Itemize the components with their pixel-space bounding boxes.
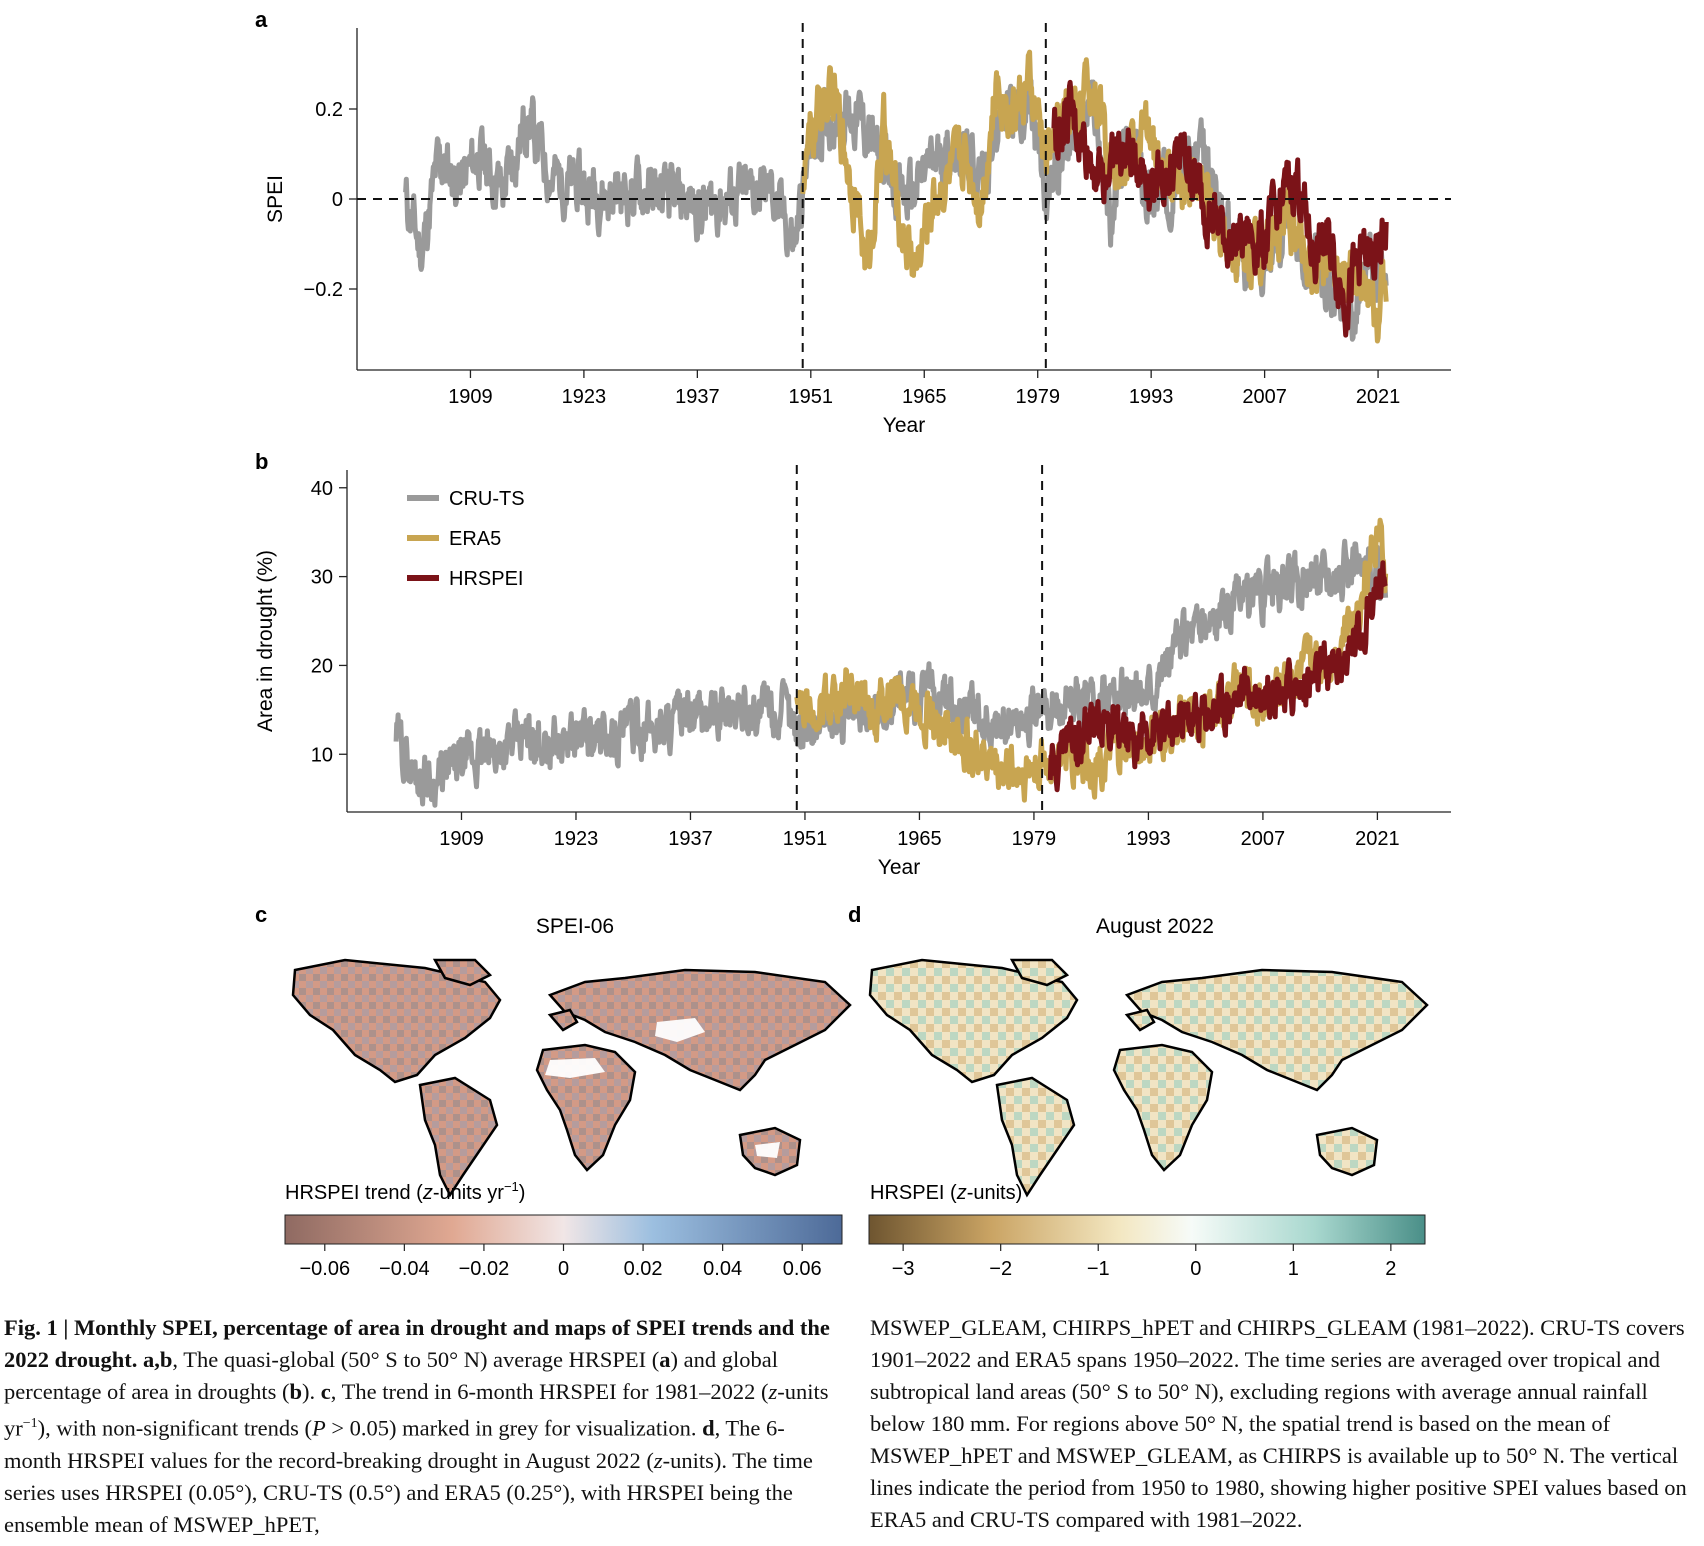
panel-label-c: c bbox=[255, 902, 267, 927]
colorbar-tick-label: −3 bbox=[892, 1258, 915, 1280]
map-d-title: August 2022 bbox=[1096, 915, 1214, 938]
x-tick-label: 1951 bbox=[783, 828, 828, 850]
colorbar-d-label: HRSPEI (z-units) bbox=[870, 1182, 1022, 1204]
colorbar-c bbox=[284, 1214, 843, 1245]
colorbar-tick-label: −1 bbox=[1087, 1258, 1110, 1280]
map-c-world bbox=[291, 958, 852, 1198]
figure-caption-left: Fig. 1 | Monthly SPEI, percentage of are… bbox=[4, 1315, 830, 1537]
panel-label-a: a bbox=[255, 7, 268, 32]
x-tick-label: 1993 bbox=[1129, 386, 1174, 408]
x-tick-label: 1909 bbox=[448, 386, 493, 408]
colorbar-tick-label: −0.02 bbox=[459, 1258, 510, 1280]
colorbar-tick-label: 0 bbox=[1190, 1258, 1201, 1280]
colorbar-d-ticks: −3 −2 −1 0 1 2 bbox=[892, 1244, 1396, 1280]
x-tick-label: 1993 bbox=[1126, 828, 1171, 850]
colorbar-c-label: HRSPEI trend (z-units yr−1) bbox=[285, 1179, 525, 1204]
y-tick-label: 10 bbox=[311, 744, 333, 766]
figure-caption-right: MSWEP_GLEAM, CHIRPS_hPET and CHIRPS_GLEA… bbox=[870, 1315, 1687, 1532]
x-tick-label: 1923 bbox=[554, 828, 599, 850]
legend-label-hrspei: HRSPEI bbox=[449, 568, 523, 590]
y-tick-label: 30 bbox=[311, 567, 333, 589]
figure-canvas: a 1909 1923 1937 1951 1965 1979 1993 2007 2021−0… bbox=[254, 7, 1451, 1280]
colorbar-tick-label: −0.06 bbox=[299, 1258, 350, 1280]
chart-a: 1909 1923 1937 1951 1965 1979 1993 2007 2021 −0.2… bbox=[264, 23, 1451, 437]
x-tick-label: 1979 bbox=[1012, 828, 1057, 850]
legend-label-cru-ts: CRU-TS bbox=[449, 488, 525, 510]
x-axis-label: Year bbox=[878, 856, 920, 879]
caption-fig-label: Fig. 1 | Monthly SPEI, percentage of are… bbox=[4, 1315, 830, 1372]
y-tick-label: −0.2 bbox=[304, 279, 343, 301]
legend-label-era5: ERA5 bbox=[449, 528, 501, 550]
x-tick-label: 1909 bbox=[439, 828, 484, 850]
x-tick-label: 1923 bbox=[562, 386, 607, 408]
x-tick-label: 1937 bbox=[668, 828, 713, 850]
y-axis-label: Area in drought (%) bbox=[254, 550, 277, 732]
series-line-era5 bbox=[800, 49, 1389, 344]
x-tick-label: 1951 bbox=[789, 386, 834, 408]
x-tick-label: 2021 bbox=[1355, 828, 1400, 850]
panel-label-b: b bbox=[255, 449, 268, 474]
y-tick-label: 0 bbox=[332, 189, 343, 211]
x-tick-label: 1979 bbox=[1015, 386, 1060, 408]
x-tick-label: 2007 bbox=[1242, 386, 1287, 408]
colorbar-tick-label: 1 bbox=[1288, 1258, 1299, 1280]
colorbar-tick-label: 0.04 bbox=[703, 1258, 742, 1280]
colorbar-tick-label: 0 bbox=[558, 1258, 569, 1280]
x-tick-label: 1965 bbox=[902, 386, 947, 408]
y-tick-label: 40 bbox=[311, 478, 333, 500]
x-axis-label: Year bbox=[883, 414, 925, 437]
colorbar-tick-label: 0.06 bbox=[783, 1258, 822, 1280]
x-tick-label: 1937 bbox=[675, 386, 720, 408]
colorbar-tick-label: −2 bbox=[989, 1258, 1012, 1280]
colorbar-c-ticks: −0.06 −0.04 −0.02 0 0.02 0.04 0.06 bbox=[299, 1244, 822, 1280]
colorbar-tick-label: −0.04 bbox=[379, 1258, 430, 1280]
map-d-world bbox=[868, 958, 1429, 1198]
y-tick-label: 0.2 bbox=[315, 99, 343, 121]
series-line-hrspei bbox=[1051, 79, 1389, 338]
map-c-title: SPEI-06 bbox=[536, 915, 614, 938]
x-tick-label: 2021 bbox=[1356, 386, 1401, 408]
colorbar-d bbox=[868, 1214, 1426, 1245]
y-tick-label: 20 bbox=[311, 655, 333, 677]
colorbar-tick-label: 0.02 bbox=[624, 1258, 663, 1280]
series-line-hrspei bbox=[1047, 560, 1388, 793]
x-tick-label: 1965 bbox=[897, 828, 942, 850]
colorbar-tick-label: 2 bbox=[1385, 1258, 1396, 1280]
chart-b: 1909 1923 1937 1951 1965 1979 1993 2007 2021 10 20… bbox=[254, 465, 1451, 879]
x-tick-label: 2007 bbox=[1241, 828, 1286, 850]
panel-label-d: d bbox=[848, 902, 861, 927]
y-axis-label: SPEI bbox=[264, 175, 287, 223]
